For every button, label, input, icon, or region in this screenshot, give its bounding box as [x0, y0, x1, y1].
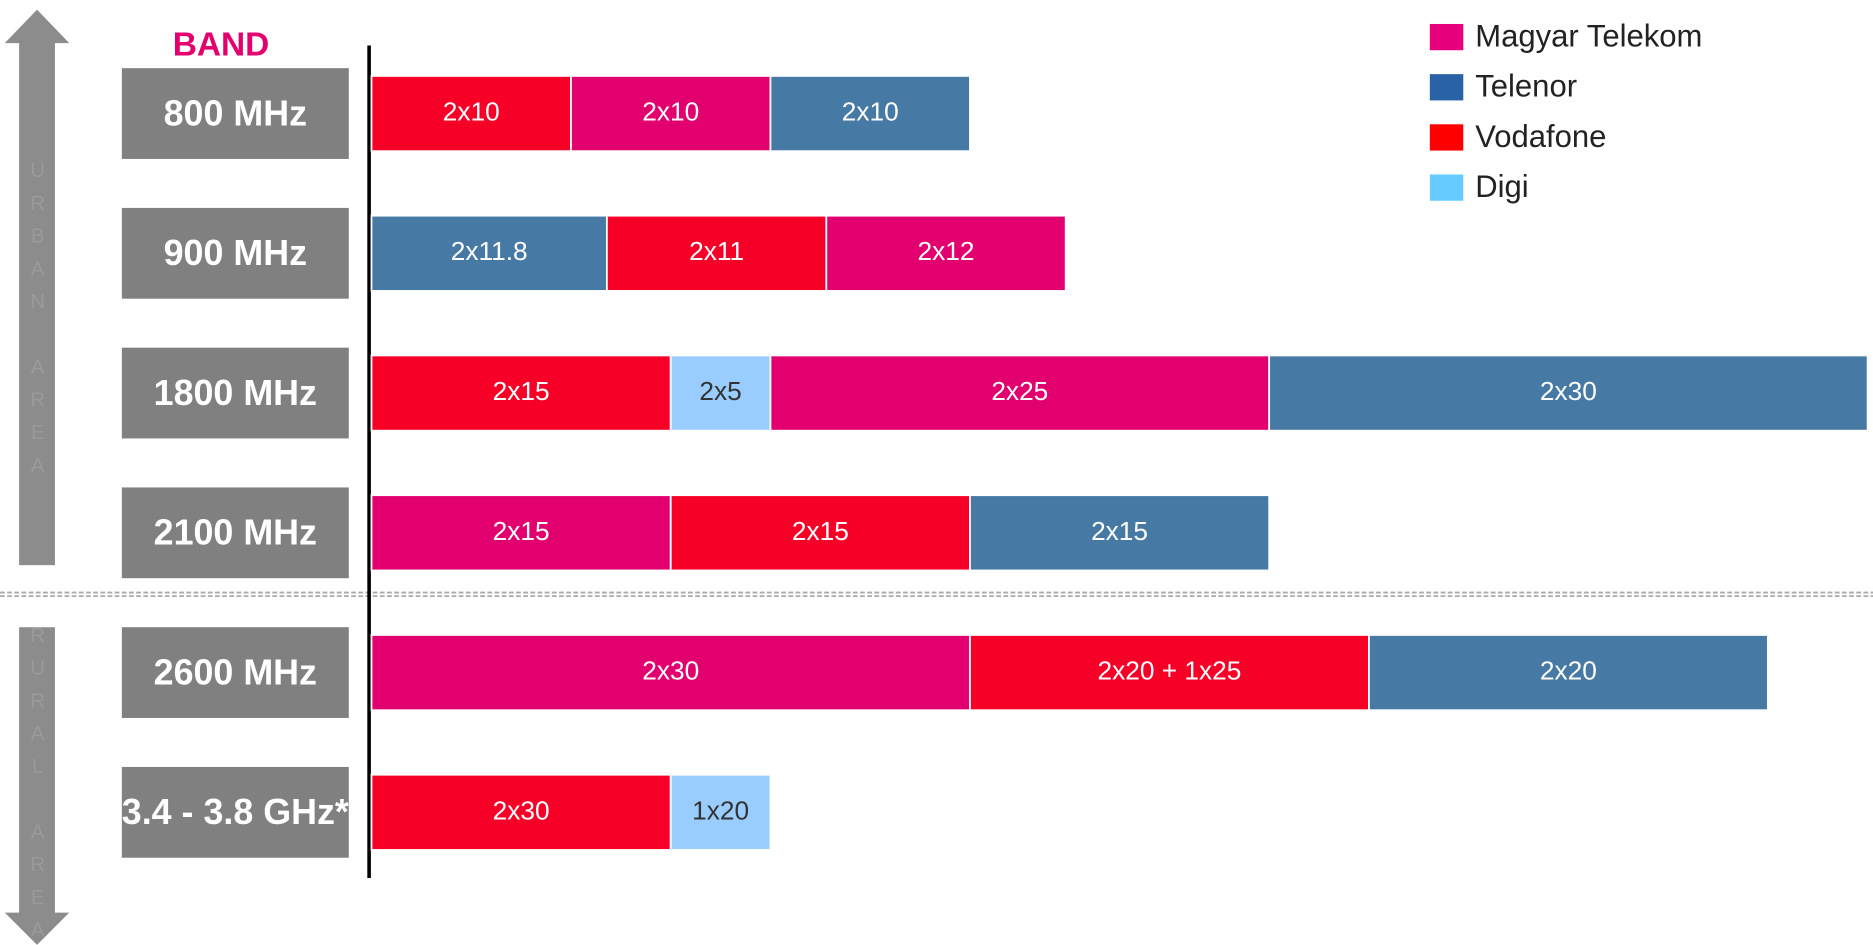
segment-label: 2x10 — [842, 96, 899, 126]
legend-label: Vodafone — [1475, 119, 1606, 154]
segment-label: 2x10 — [443, 96, 500, 126]
band-box — [121, 207, 349, 299]
band-label: 800 MHz — [164, 93, 307, 133]
segment-label: 2x5 — [699, 376, 741, 406]
band-box — [121, 68, 349, 159]
band-box — [121, 487, 349, 579]
band-label: 900 MHz — [164, 233, 307, 273]
band-box — [121, 766, 349, 858]
legend-swatch — [1429, 124, 1464, 151]
rural-label: RURAL AREA — [27, 625, 49, 945]
segment — [769, 75, 971, 153]
segment-label: 1x20 — [692, 795, 749, 825]
segment — [669, 773, 772, 851]
segment — [370, 354, 672, 432]
segment — [1268, 354, 1869, 432]
band-label: 2100 MHz — [154, 513, 317, 553]
segment-label: 2x12 — [918, 236, 975, 266]
segment-label: 2x15 — [792, 516, 849, 546]
legend-label: Digi — [1475, 169, 1528, 204]
segment-label: 2x30 — [493, 795, 550, 825]
legend-label: Magyar Telekom — [1475, 18, 1702, 53]
segment — [769, 354, 1271, 432]
segment-label: 2x30 — [1540, 376, 1597, 406]
band-box — [121, 627, 349, 718]
band-label: 2600 MHz — [154, 652, 317, 692]
segment — [969, 634, 1370, 712]
segment — [825, 214, 1067, 292]
segment-label: 2x11 — [689, 236, 744, 266]
segment — [370, 773, 672, 851]
segment — [969, 494, 1271, 572]
urban-label: URBAN AREA — [27, 160, 49, 488]
segment — [669, 494, 971, 572]
segment — [605, 214, 828, 292]
segment — [1368, 634, 1769, 712]
segment — [669, 354, 772, 432]
segment-label: 2x10 — [642, 96, 699, 126]
segment-label: 2x15 — [493, 376, 550, 406]
segment — [370, 494, 672, 572]
urban-arrow — [4, 9, 70, 566]
legend-swatch — [1429, 23, 1464, 51]
segment-label: 2x15 — [1091, 516, 1148, 546]
band-label: 1800 MHz — [154, 373, 317, 413]
segment-label: 2x30 — [642, 656, 699, 686]
band-box — [121, 347, 349, 439]
segment-label: 2x15 — [493, 516, 550, 546]
segment — [370, 634, 971, 712]
segment — [370, 75, 572, 153]
segment-label: 2x20 — [1540, 656, 1597, 686]
legend-swatch — [1429, 174, 1464, 201]
segment-label: 2x20 + 1x25 — [1098, 656, 1242, 686]
rural-arrow — [4, 627, 70, 945]
band-header: BAND — [173, 26, 270, 63]
legend-label: Telenor — [1475, 69, 1577, 104]
segment-label: 2x25 — [991, 376, 1048, 406]
band-label: 3.4 - 3.8 GHz* — [122, 792, 349, 832]
segment-label: 2x11.8 — [451, 236, 528, 266]
legend-swatch — [1429, 74, 1464, 101]
segment — [370, 214, 608, 292]
